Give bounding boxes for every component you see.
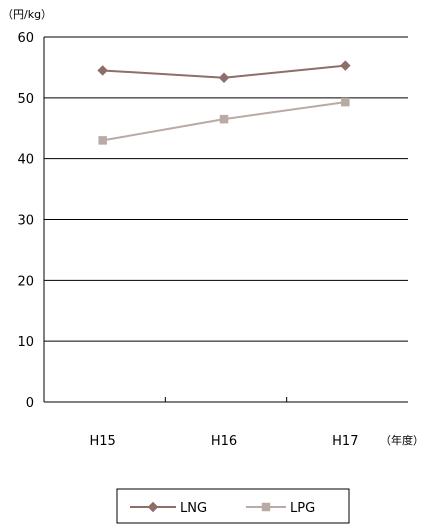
data-point-lng — [339, 60, 351, 71]
legend-marker — [261, 502, 271, 512]
x-tick-label: H15 — [90, 434, 116, 449]
data-point-lpg — [341, 97, 350, 107]
x-unit-label: （年度） — [380, 433, 423, 447]
legend-label: LNG — [180, 501, 207, 516]
data-point-lng — [97, 65, 109, 76]
data-point-lng — [218, 72, 230, 84]
legend-item-lpg: LPG — [246, 501, 315, 516]
y-tick-label: 0 — [26, 396, 34, 411]
x-tick-labels: H15 H16 H17 — [90, 434, 359, 449]
data-point-lpg — [219, 114, 229, 124]
legend-label: LPG — [290, 501, 315, 516]
y-tick-label: 40 — [17, 153, 34, 168]
y-unit-label: （円/kg） — [2, 8, 52, 21]
y-tick-label: 20 — [17, 274, 34, 289]
legend: LNG LPG — [116, 488, 350, 524]
series-lng — [97, 60, 351, 84]
y-tick-label: 10 — [17, 335, 34, 350]
series-layer — [97, 60, 351, 145]
legend-item-lng: LNG — [130, 501, 207, 516]
y-tick-label: 50 — [17, 92, 34, 107]
y-tick-label: 30 — [17, 214, 34, 229]
series-lpg — [98, 97, 350, 145]
x-tick-label: H16 — [211, 434, 237, 449]
legend-marker — [147, 501, 159, 513]
x-tick-label: H17 — [332, 434, 358, 449]
data-point-lpg — [98, 136, 107, 145]
grid-layer — [43, 36, 408, 403]
y-tick-labels: 0 10 20 30 40 50 60 — [17, 31, 34, 411]
y-tick-label: 60 — [17, 31, 34, 46]
